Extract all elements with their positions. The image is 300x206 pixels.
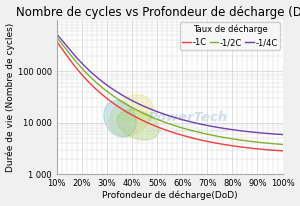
Line: -1/2C: -1/2C (57, 37, 283, 144)
Y-axis label: Durée de vie (Nombre de cycles): Durée de vie (Nombre de cycles) (6, 22, 15, 172)
-1/4C (281, 133, 284, 136)
X-axis label: Profondeur de décharge(DoD): Profondeur de décharge(DoD) (102, 191, 238, 200)
-1C (189, 136, 193, 139)
Legend: -1C, -1/2C, -1/4C: -1C, -1/2C, -1/4C (180, 22, 280, 50)
-1/2C (189, 129, 193, 132)
-1/2C (281, 143, 284, 146)
-1/2C (55, 36, 58, 39)
Title: Nombre de cycles vs Profondeur de décharge (DoD): Nombre de cycles vs Profondeur de déchar… (16, 6, 300, 19)
Ellipse shape (117, 110, 159, 140)
Ellipse shape (104, 100, 136, 137)
-1/2C (162, 121, 166, 123)
-1/4C (164, 113, 167, 116)
-1/4C (275, 133, 279, 135)
-1C (55, 40, 58, 43)
Line: -1C: -1C (57, 41, 283, 151)
-1C (177, 133, 181, 136)
-1/4C (162, 113, 166, 115)
Ellipse shape (110, 95, 153, 136)
-1/4C (189, 121, 193, 123)
-1C (275, 149, 279, 152)
Text: PowerTech: PowerTech (148, 111, 228, 124)
-1C (240, 146, 244, 148)
-1/2C (177, 126, 181, 128)
-1/2C (164, 121, 167, 124)
Text: ADVANCED ENERGY STORAGE SYSTEMS: ADVANCED ENERGY STORAGE SYSTEMS (147, 129, 229, 133)
-1C (162, 128, 166, 131)
-1C (281, 150, 284, 152)
-1/2C (275, 143, 279, 145)
-1/4C (177, 118, 181, 120)
-1C (164, 129, 167, 131)
-1/4C (240, 130, 244, 132)
-1/4C (55, 33, 58, 35)
-1/2C (240, 139, 244, 142)
Line: -1/4C: -1/4C (57, 34, 283, 135)
